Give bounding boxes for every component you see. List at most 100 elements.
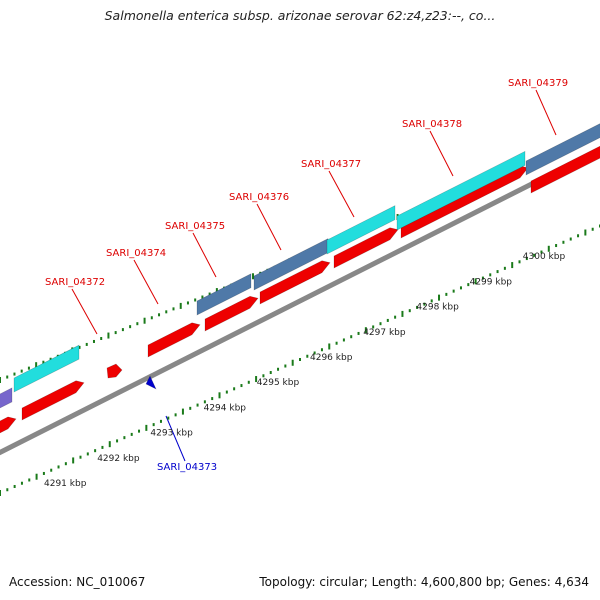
tick-mark [196,403,199,407]
tick-mark [0,490,1,496]
gene-label: SARI_04373 [157,462,217,473]
tick-mark [233,387,236,391]
tick-mark [277,367,280,371]
tick-mark [179,302,182,309]
tick-mark [129,325,132,329]
tick-mark [35,473,38,480]
cds-forward-arrow [204,295,259,332]
tick-mark [101,445,104,449]
tick-mark [172,307,175,311]
tick-mark [85,342,88,346]
tick-mark [269,371,272,375]
tick-mark [121,328,124,332]
kbp-label: 4292 kbp [97,454,140,464]
tick-mark [86,452,89,456]
tick-mark [262,374,265,378]
kbp-label: 4298 kbp [416,303,459,313]
tick-mark [503,266,506,270]
tick-mark [577,234,580,238]
blast-hit-bar [13,344,80,393]
tick-mark [423,302,426,306]
cds-forward-arrow [530,145,600,194]
tick-mark [408,309,411,313]
cds-forward-arrow [147,322,201,358]
blast-hit-bar [525,123,600,176]
tick-mark [13,372,16,376]
tick-mark [116,439,119,443]
tick-mark [143,317,146,324]
tick-mark [107,332,110,339]
tick-mark [357,331,360,335]
tick-mark [203,400,206,404]
tick-mark [13,484,16,488]
tick-mark [72,457,75,464]
tick-mark [208,292,211,296]
tick-mark [6,375,9,379]
tick-mark [108,441,111,448]
tick-mark [350,335,353,339]
tick-mark [27,366,30,370]
accession-text: Accession: NC_010067 [9,575,146,589]
blast-hit-bar [396,150,526,231]
gene-label-connector [256,203,282,251]
tick-mark [489,273,492,277]
tick-mark [562,240,565,244]
tick-mark [255,376,258,383]
tick-mark [299,358,301,361]
tick-mark [189,406,192,410]
tick-mark [372,325,375,329]
tick-mark [394,315,397,319]
tick-mark [42,471,45,475]
gene-label: SARI_04375 [165,221,225,232]
tick-mark [342,338,345,342]
tick-mark [467,283,470,287]
cds-small-arrow [106,363,123,379]
label-connector-layer [71,89,557,462]
tick-mark [78,345,81,349]
cds-forward-arrow [259,260,331,305]
tick-mark [165,310,168,314]
tick-mark [430,299,433,303]
tick-mark [136,322,139,326]
tick-mark [50,468,53,472]
lower-tick-row [0,224,600,496]
tick-mark [335,341,338,345]
cds-forward-arrow [400,165,529,239]
tick-mark [313,351,316,355]
gene-label: SARI_04379 [508,78,568,89]
tick-mark [591,227,594,231]
tick-mark [386,318,389,322]
tick-mark [540,250,543,254]
tick-mark [445,292,448,296]
kbp-label: 4300 kbp [523,252,566,262]
tick-mark [114,331,117,335]
tick-mark [328,343,331,350]
kbp-label: 4297 kbp [363,328,406,338]
gene-label-connector [133,259,159,305]
tick-mark [181,408,184,415]
tick-mark [152,423,155,427]
tick-mark [379,322,382,326]
tick-mark [20,481,23,485]
tick-mark [158,313,161,317]
tick-mark [201,295,204,299]
tick-mark [211,397,214,401]
tick-mark [28,478,31,482]
tick-mark [167,416,170,420]
gene-label-connector [192,232,217,278]
tick-mark [496,270,499,274]
tick-mark [159,419,162,423]
backbone-line [0,146,600,456]
tick-mark [474,278,477,285]
gene-label-connector [328,170,355,218]
gene-label: SARI_04377 [301,159,361,170]
tick-mark [174,413,177,417]
tick-mark [518,260,521,264]
gene-label-connector [535,89,557,136]
tick-mark [145,424,148,431]
tick-mark [100,337,103,341]
tick-mark [306,354,309,358]
tick-mark [364,327,367,334]
tick-mark [79,455,82,459]
tick-mark [49,357,52,361]
